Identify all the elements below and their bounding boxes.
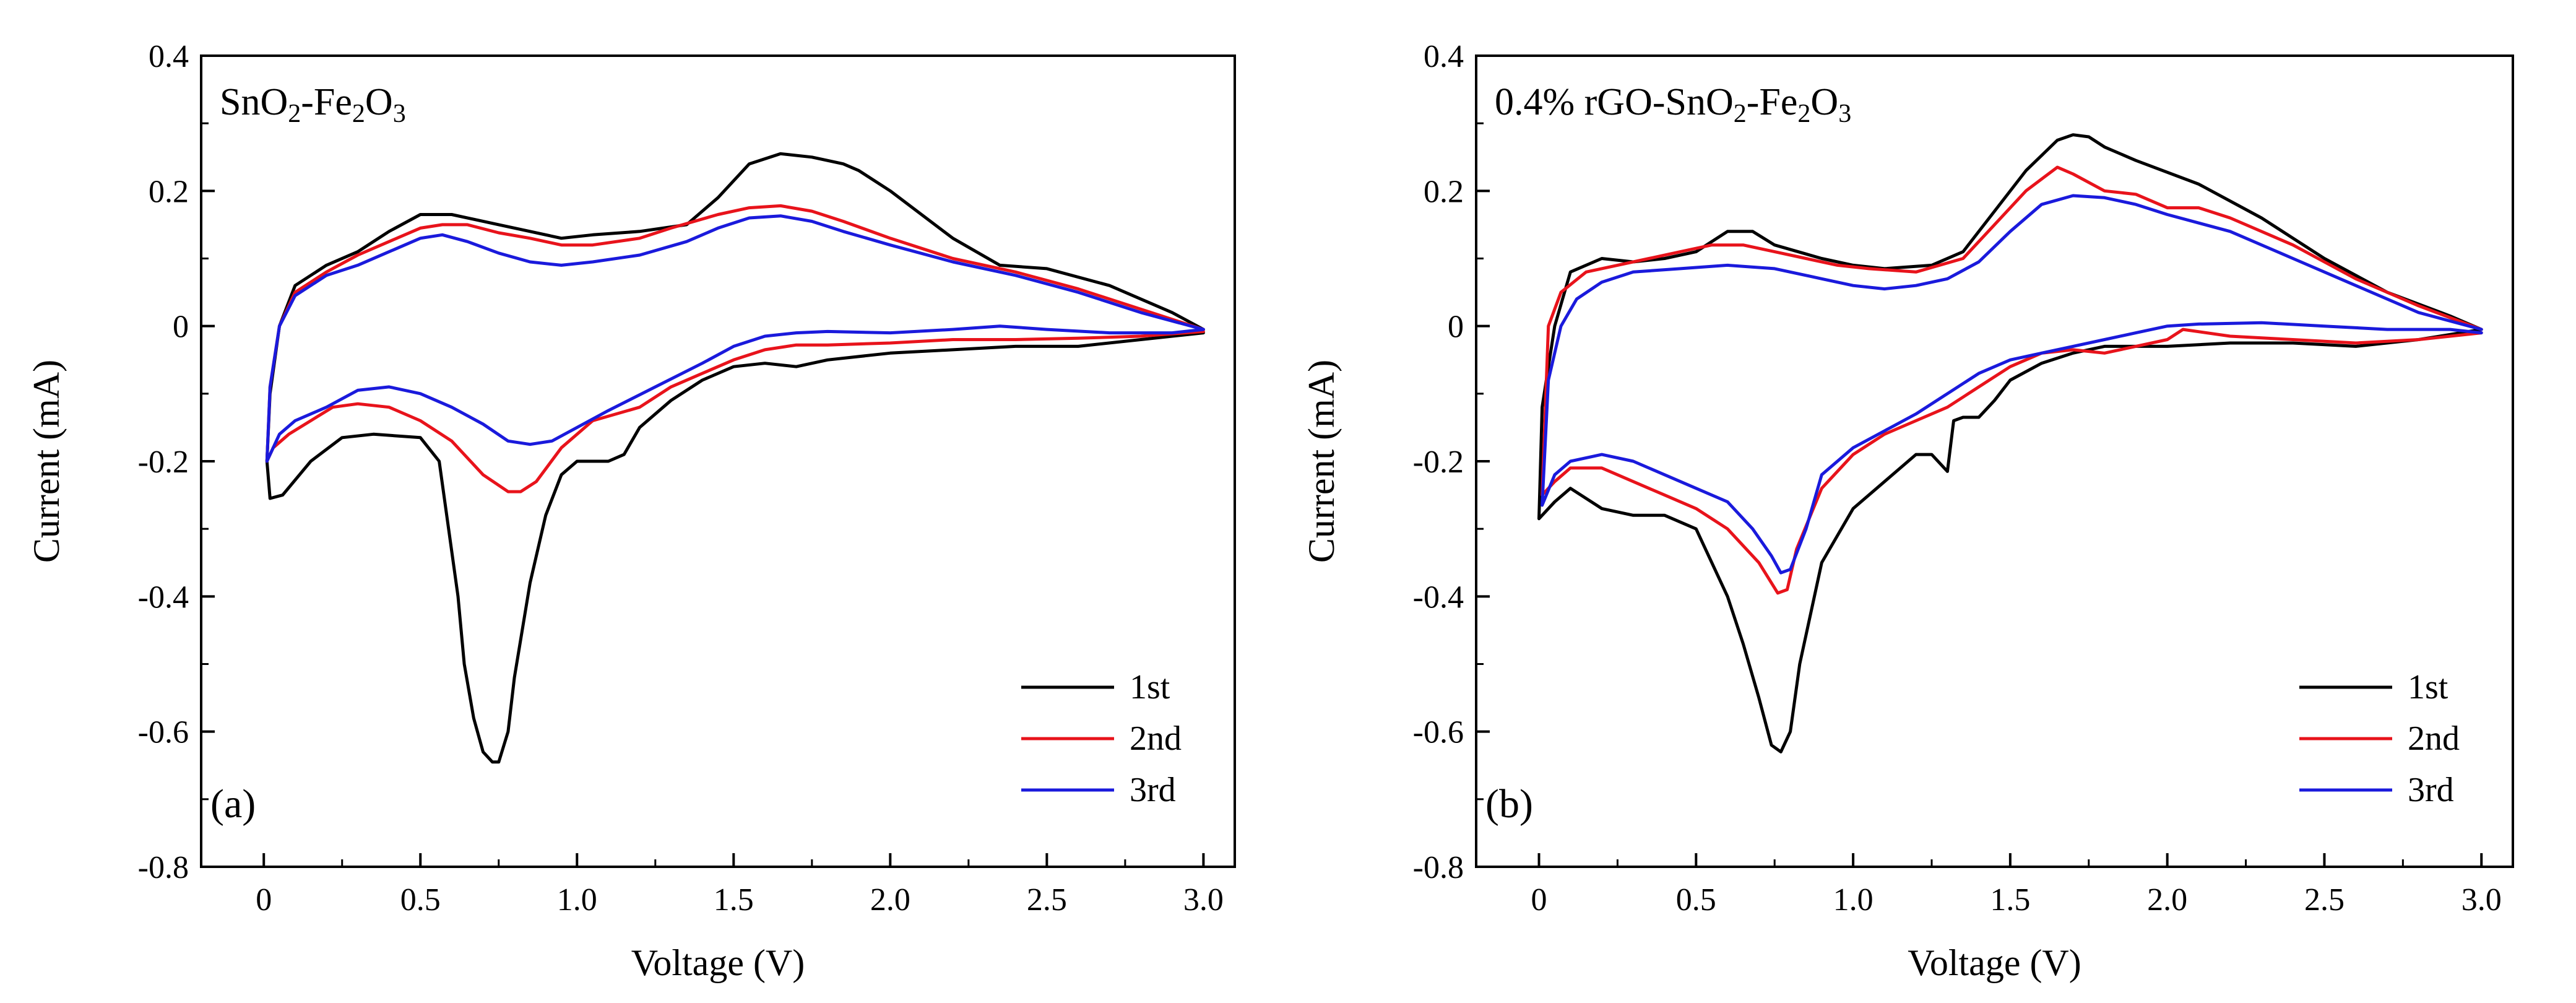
y-tick-label: 0 [1448,310,1464,345]
y-tick-label: 0.2 [1424,174,1464,209]
series-layer [265,152,1205,764]
x-tick-label: 1.0 [1833,882,1874,918]
y-tick-label: 0.4 [1424,39,1464,74]
y-tick-label: 0 [173,310,189,345]
title-text: O [1810,81,1838,123]
title-subscript: 2 [1797,100,1810,128]
series-line-3rd [265,214,1205,463]
title-text: -Fe [301,81,352,123]
x-axis-title: Voltage (V) [1908,942,2081,983]
panel-label: (a) [210,781,256,827]
legend-label-1st: 1st [2408,668,2448,706]
series-line-2nd [1541,165,2483,595]
title-subscript: 2 [1734,100,1747,128]
panel-title: 0.4% rGO-SnO2-Fe2O3 [1495,81,1851,128]
panel-b: 0 0.5 1.0 1.5 2.0 2.5 3.0 -0.8 -0.6 -0.4 -0.2 0 0.2… [1301,39,2514,983]
x-tick-label: 2.5 [1027,882,1067,918]
y-tick-label: -0.2 [138,445,189,480]
x-tick-label: 2.0 [870,882,910,918]
panel-label: (b) [1485,781,1533,827]
x-tick-label: 0 [1531,882,1547,918]
y-ticks: -0.8 -0.6 -0.4 -0.2 0 0.2 0.4 [138,39,215,885]
series-line-3rd [1541,194,2483,575]
legend-label-3rd: 3rd [1130,771,1176,809]
panel-title: SnO2-Fe2O3 [220,81,406,128]
panel-a: 0 0.5 1.0 1.5 2.0 2.5 3.0 -0.8 -0.6 -0.4 -0.2 0 0.2… [26,39,1236,983]
title-text: 0.4% rGO-SnO [1495,81,1734,123]
title-subscript: 3 [1838,100,1851,128]
x-tick-label: 1.0 [557,882,597,918]
series-layer [1537,133,2483,753]
title-subscript: 2 [288,100,301,128]
legend-label-2nd: 2nd [1130,719,1182,758]
title-subscript: 2 [352,100,365,128]
y-tick-label: 0.2 [149,174,189,209]
y-tick-label: -0.8 [138,850,189,885]
x-tick-label: 3.0 [2461,882,2502,918]
title-text: -Fe [1747,81,1798,123]
x-tick-label: 3.0 [1183,882,1224,918]
x-tick-label: 1.5 [714,882,754,918]
title-text: SnO [220,81,288,123]
legend: 1st 2nd 3rd [1021,668,1182,809]
x-tick-label: 2.0 [2147,882,2187,918]
y-tick-label: -0.4 [1413,580,1464,615]
y-axis-title: Current (mA) [1301,360,1342,563]
x-tick-label: 2.5 [2304,882,2345,918]
y-ticks: -0.8 -0.6 -0.4 -0.2 0 0.2 0.4 [1413,39,1490,885]
title-text: O [365,81,393,123]
legend-label-1st: 1st [1130,668,1170,706]
x-axis-title: Voltage (V) [631,942,805,983]
x-tick-label: 0.5 [1676,882,1716,918]
y-axis-title: Current (mA) [26,360,67,563]
x-tick-label: 0 [256,882,272,918]
legend-label-2nd: 2nd [2408,719,2460,758]
series-line-1st [1537,133,2483,753]
legend: 1st 2nd 3rd [2299,668,2460,809]
x-ticks: 0 0.5 1.0 1.5 2.0 2.5 3.0 [256,853,1224,918]
title-subscript: 3 [393,100,406,128]
y-tick-label: -0.8 [1413,850,1464,885]
y-tick-label: -0.4 [138,580,189,615]
y-tick-label: -0.6 [1413,715,1464,750]
series-line-1st [265,152,1205,764]
x-tick-label: 0.5 [400,882,441,918]
x-tick-label: 1.5 [1990,882,2030,918]
y-tick-label: -0.6 [138,715,189,750]
x-ticks: 0 0.5 1.0 1.5 2.0 2.5 3.0 [1531,853,2502,918]
y-tick-label: 0.4 [149,39,189,74]
y-tick-label: -0.2 [1413,445,1464,480]
legend-label-3rd: 3rd [2408,771,2454,809]
